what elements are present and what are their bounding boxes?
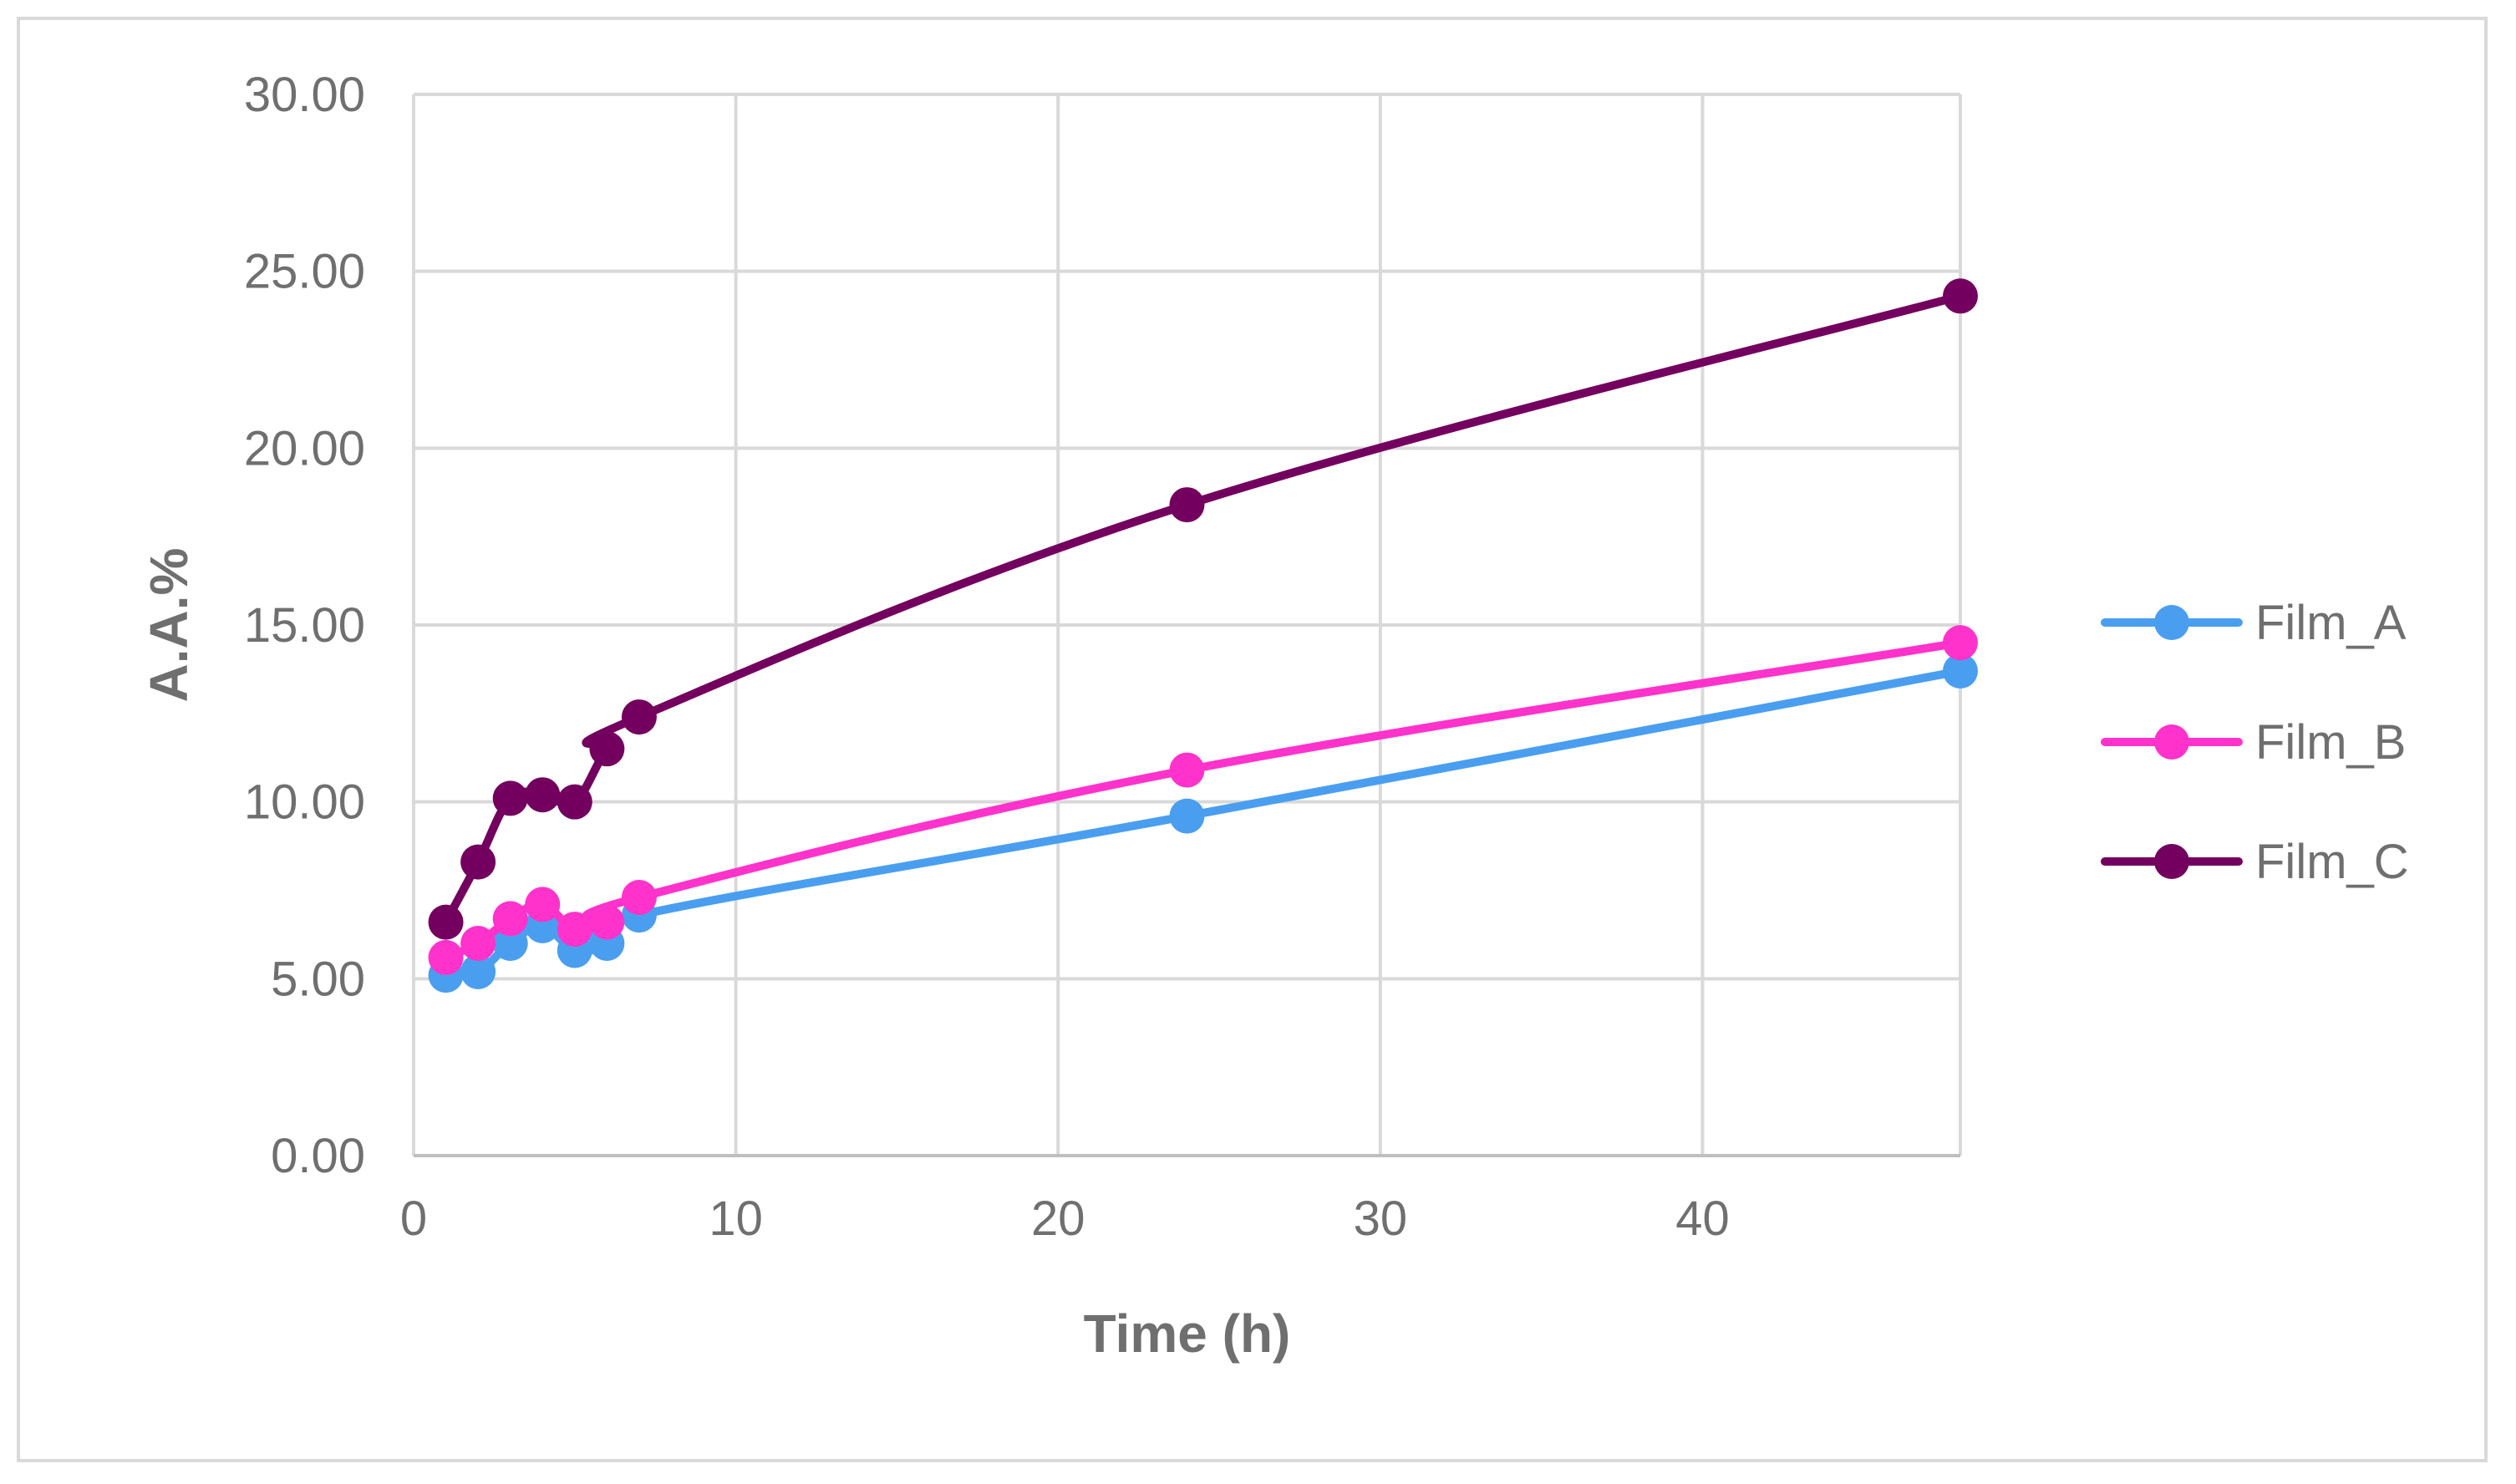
data-point [621,699,657,735]
legend-label: Film_A [2255,596,2407,650]
data-point [589,904,625,940]
x-tick-label: 40 [1675,1192,1730,1246]
tick-labels: 0.00 5.00 10.00 15.00 20.00 25.00 30.00 0 10 20 30… [244,68,1730,1246]
data-point [460,926,496,961]
y-tick-label: 20.00 [244,421,365,475]
x-tick-label: 10 [709,1192,763,1246]
legend[interactable]: Film_A Film_B Film_C [2101,596,2409,889]
x-tick-label: 30 [1354,1192,1408,1246]
data-point [589,731,625,767]
x-tick-label: 20 [1031,1192,1085,1246]
x-axis-title: Time (h) [1084,1304,1291,1364]
legend-item-film-b[interactable]: Film_B [2101,715,2406,770]
y-tick-label: 15.00 [244,598,365,653]
legend-swatch-marker [2154,724,2189,760]
grid [412,93,1962,1156]
data-point [621,879,657,915]
data-point [492,780,528,816]
y-tick-label: 10.00 [244,775,365,830]
legend-label: Film_B [2255,715,2406,770]
data-point [525,777,561,813]
legend-label: Film_C [2255,835,2409,889]
data-point [1943,653,1978,689]
series-film-b [428,625,1978,975]
x-tick-label: 0 [400,1192,427,1246]
data-point [492,926,528,961]
legend-item-film-c[interactable]: Film_C [2101,835,2409,889]
series-line [441,667,1965,980]
y-axis-title: A.A.% [139,548,199,703]
data-point [1169,487,1205,523]
data-point [557,912,592,948]
data-point [1943,278,1978,314]
legend-swatch-marker [2154,844,2189,879]
data-point [428,904,464,940]
y-tick-label: 30.00 [244,68,365,122]
data-point [525,887,561,922]
y-tick-label: 0.00 [271,1129,365,1183]
legend-swatch-marker [2154,605,2189,640]
legend-item-film-a[interactable]: Film_A [2101,596,2407,650]
data-point [1169,798,1205,834]
data-point [1169,752,1205,788]
chart-svg: 0.00 5.00 10.00 15.00 20.00 25.00 30.00 0 10 20 30… [139,68,2409,1364]
data-point [460,953,496,989]
data-point [460,844,496,880]
series-line [441,292,1965,927]
chart-frame: 0.00 5.00 10.00 15.00 20.00 25.00 30.00 0 10 20 30… [17,17,2488,1462]
data-point [557,784,592,820]
y-tick-label: 5.00 [271,952,365,1006]
data-point [492,901,528,937]
series-film-c [428,278,1978,940]
data-point [1943,625,1978,661]
series [428,278,1978,994]
y-tick-label: 25.00 [244,245,365,299]
data-point [428,939,464,975]
